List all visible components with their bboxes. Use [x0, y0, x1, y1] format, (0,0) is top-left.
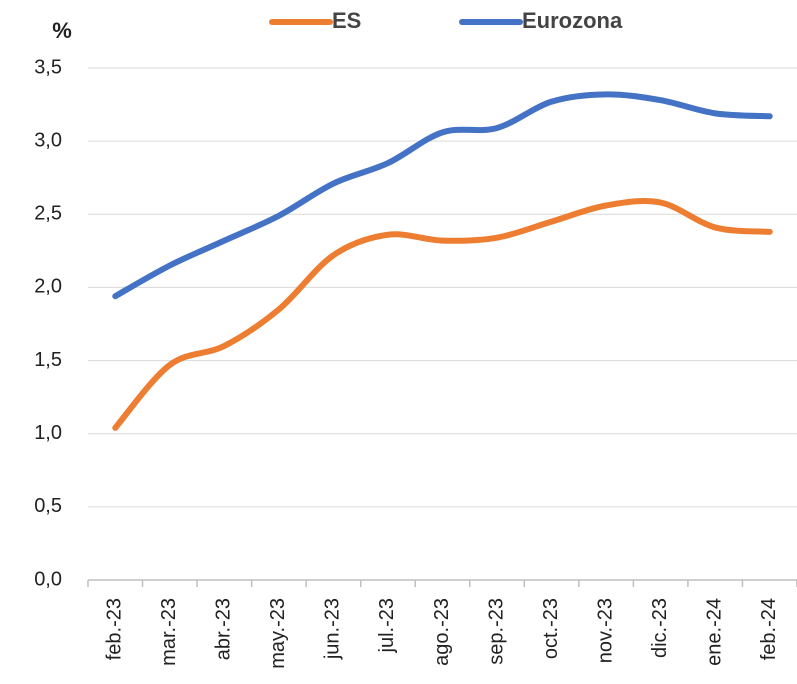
x-tick-label: dic.-23: [649, 598, 671, 658]
x-tick-label: sep.-23: [485, 598, 507, 665]
y-axis-label: %: [52, 18, 72, 43]
x-tick-label: feb.-23: [104, 598, 126, 660]
y-tick-label: 0,0: [34, 568, 62, 590]
x-tick-label: may.-23: [267, 598, 289, 669]
series-line: [112, 198, 773, 431]
x-tick-label: abr.-23: [213, 598, 235, 660]
legend-label: ES: [332, 8, 361, 33]
y-tick-label: 3,0: [34, 129, 62, 151]
series-line: [112, 91, 773, 300]
y-tick-label: 0,5: [34, 495, 62, 517]
x-tick-label: jul.-23: [376, 598, 398, 653]
y-tick-label: 1,0: [34, 422, 62, 444]
x-tick-label: feb.-24: [758, 598, 780, 660]
legend-label: Eurozona: [522, 8, 623, 33]
x-tick-label: mar.-23: [158, 598, 180, 666]
y-tick-label: 2,5: [34, 203, 62, 225]
y-tick-label: 1,5: [34, 349, 62, 371]
x-tick-label: oct.-23: [540, 598, 562, 659]
x-tick-label: nov.-23: [594, 598, 616, 663]
y-tick-label: 3,5: [34, 56, 62, 78]
x-tick-label: ago.-23: [431, 598, 453, 666]
x-tick-label: ene.-24: [703, 598, 725, 666]
y-tick-label: 2,0: [34, 276, 62, 298]
x-tick-label: jun.-23: [322, 598, 344, 660]
